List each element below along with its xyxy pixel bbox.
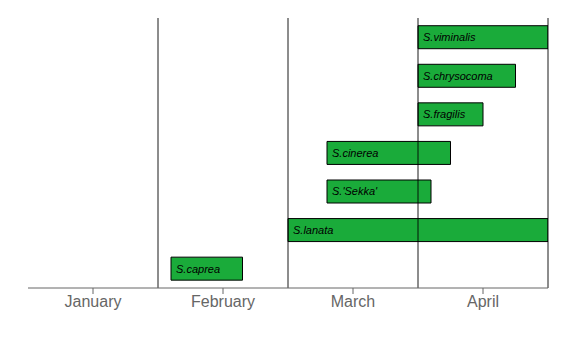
- svg-text:February: February: [191, 293, 255, 310]
- svg-text:S.fragilis: S.fragilis: [423, 108, 466, 120]
- svg-text:January: January: [65, 293, 122, 310]
- svg-text:S.lanata: S.lanata: [293, 224, 333, 236]
- svg-text:April: April: [467, 293, 499, 310]
- svg-text:S.viminalis: S.viminalis: [423, 31, 476, 43]
- svg-text:S.chrysocoma: S.chrysocoma: [423, 70, 493, 82]
- svg-text:March: March: [331, 293, 375, 310]
- svg-text:S.'Sekka': S.'Sekka': [332, 185, 378, 197]
- svg-text:S.cinerea: S.cinerea: [332, 147, 378, 159]
- svg-text:S.caprea: S.caprea: [176, 263, 220, 275]
